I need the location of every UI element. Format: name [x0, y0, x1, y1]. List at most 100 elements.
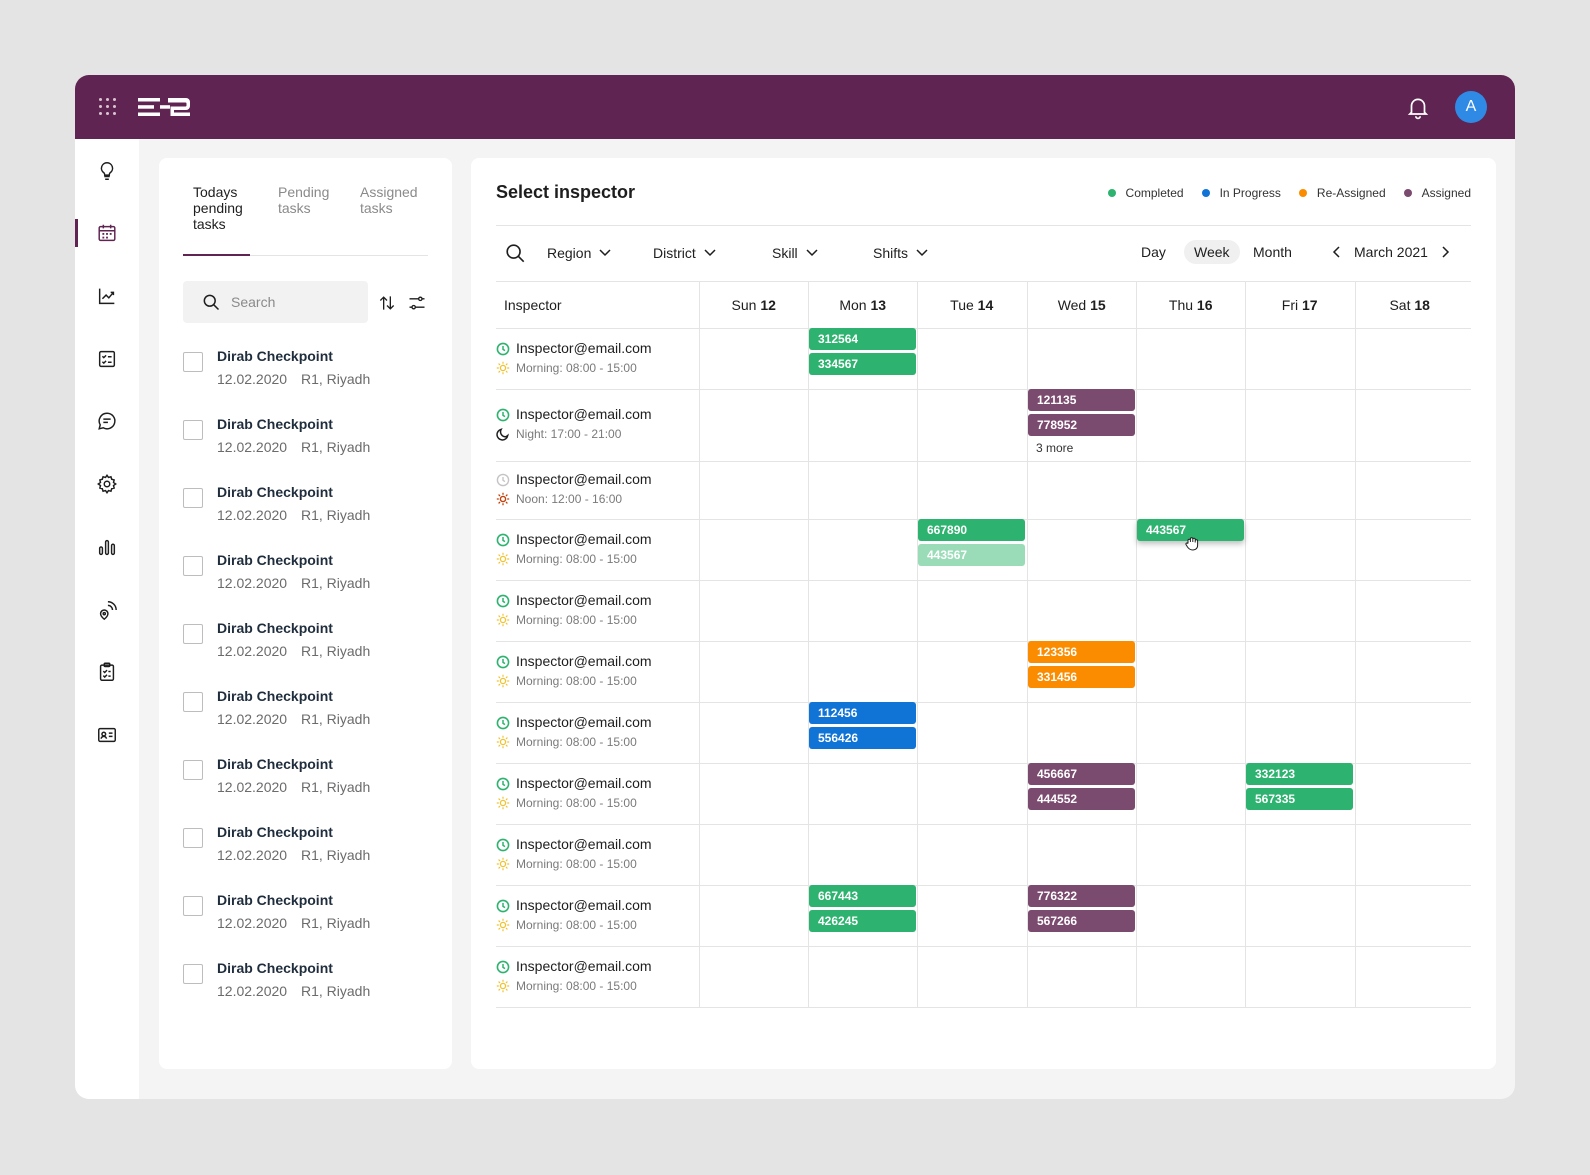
task-chip-progress[interactable]: 556426 — [809, 727, 916, 749]
task-chip-reassigned[interactable]: 123356 — [1028, 641, 1135, 663]
sidebar-item-analytics[interactable] — [75, 276, 139, 316]
task-chip-assigned[interactable]: 776322 — [1028, 885, 1135, 907]
inspector-email[interactable]: Inspector@email.com — [516, 531, 652, 547]
task-list-item[interactable]: Dirab Checkpoint 12.02.2020 R1, Riyadh — [183, 756, 433, 806]
task-checkbox[interactable] — [183, 760, 203, 780]
task-chip-assigned[interactable]: 567266 — [1028, 910, 1135, 932]
search-icon[interactable] — [504, 242, 526, 264]
logo[interactable] — [138, 98, 190, 116]
task-list-item[interactable]: Dirab Checkpoint 12.02.2020 R1, Riyadh — [183, 416, 433, 466]
task-date: 12.02.2020 — [217, 983, 288, 999]
task-chip-assigned[interactable]: 121135 — [1028, 389, 1135, 411]
sidebar-item-tracking[interactable] — [75, 590, 139, 630]
inspector-email[interactable]: Inspector@email.com — [516, 897, 652, 913]
clock-active-icon — [496, 342, 510, 356]
search-icon — [203, 294, 220, 311]
tab-todays-pending-tasks[interactable]: Todays pending tasks — [193, 184, 243, 232]
day-name: Sat — [1389, 297, 1411, 313]
task-date: 12.02.2020 — [217, 507, 288, 523]
task-list-item[interactable]: Dirab Checkpoint 12.02.2020 R1, Riyadh — [183, 552, 433, 602]
inspector-email[interactable]: Inspector@email.com — [516, 958, 652, 974]
task-chip-completed[interactable]: 334567 — [809, 353, 916, 375]
clock-active-icon — [496, 655, 510, 669]
task-chip-progress[interactable]: 112456 — [809, 702, 916, 724]
inspector-row: Inspector@email.com Morning: 08:00 - 15:0… — [496, 702, 1471, 764]
inspector-email[interactable]: Inspector@email.com — [516, 592, 652, 608]
task-chip-completed[interactable]: 332123 — [1246, 763, 1353, 785]
trend-chart-icon — [98, 288, 115, 305]
clock-active-icon — [496, 594, 510, 608]
task-checkbox[interactable] — [183, 828, 203, 848]
day-name: Sun — [731, 297, 757, 313]
task-list-item[interactable]: Dirab Checkpoint 12.02.2020 R1, Riyadh — [183, 824, 433, 874]
inspector-email[interactable]: Inspector@email.com — [516, 653, 652, 669]
task-list-item[interactable]: Dirab Checkpoint 12.02.2020 R1, Riyadh — [183, 348, 433, 398]
task-list-item[interactable]: Dirab Checkpoint 12.02.2020 R1, Riyadh — [183, 688, 433, 738]
sidebar-item-id-cards[interactable] — [75, 715, 139, 755]
task-chip-ghost[interactable]: 443567 — [918, 544, 1025, 566]
task-chip-completed[interactable]: 312564 — [809, 328, 916, 350]
inspector-email[interactable]: Inspector@email.com — [516, 406, 652, 422]
task-list-item[interactable]: Dirab Checkpoint 12.02.2020 R1, Riyadh — [183, 892, 433, 942]
inspector-shift: Morning: 08:00 - 15:00 — [516, 552, 637, 566]
view-month-button[interactable]: Month — [1253, 244, 1292, 260]
task-chip-completed[interactable]: 667890 — [918, 519, 1025, 541]
chevron-left-icon[interactable] — [1330, 245, 1344, 259]
skill-dropdown[interactable]: Skill — [772, 245, 818, 261]
tab-assigned-tasks[interactable]: Assigned tasks — [360, 184, 418, 216]
task-chip-reassigned[interactable]: 331456 — [1028, 666, 1135, 688]
inspector-email[interactable]: Inspector@email.com — [516, 714, 652, 730]
inspector-email[interactable]: Inspector@email.com — [516, 836, 652, 852]
view-week-button[interactable]: Week — [1184, 240, 1240, 264]
task-checkbox[interactable] — [183, 488, 203, 508]
task-chip-completed[interactable]: 567335 — [1246, 788, 1353, 810]
assigned-dot-icon — [1403, 189, 1412, 197]
filter-sliders-icon[interactable] — [407, 293, 427, 313]
tab-pending-tasks[interactable]: Pending tasks — [278, 184, 330, 216]
more-tasks-link[interactable]: 3 more — [1036, 441, 1074, 455]
district-dropdown[interactable]: District — [653, 245, 716, 261]
task-chip-completed[interactable]: 426245 — [809, 910, 916, 932]
task-checkbox[interactable] — [183, 624, 203, 644]
inspector-email[interactable]: Inspector@email.com — [516, 471, 652, 487]
task-checkbox[interactable] — [183, 556, 203, 576]
sidebar-item-calendar[interactable] — [75, 213, 139, 253]
task-checkbox[interactable] — [183, 692, 203, 712]
inspector-email[interactable]: Inspector@email.com — [516, 340, 652, 356]
sidebar-item-checklist[interactable] — [75, 339, 139, 379]
task-chip-assigned[interactable]: 444552 — [1028, 788, 1135, 810]
task-checkbox[interactable] — [183, 352, 203, 372]
sidebar-item-tasks[interactable] — [75, 652, 139, 692]
sort-icon[interactable] — [377, 293, 397, 313]
checklist-icon — [98, 350, 116, 368]
shifts-dropdown[interactable]: Shifts — [873, 245, 928, 261]
inspector-shift: Noon: 12:00 - 16:00 — [516, 492, 623, 506]
chevron-right-icon[interactable] — [1438, 245, 1452, 259]
view-day-button[interactable]: Day — [1141, 244, 1166, 260]
sidebar-item-ideas[interactable] — [75, 151, 139, 191]
task-list-item[interactable]: Dirab Checkpoint 12.02.2020 R1, Riyadh — [183, 620, 433, 670]
avatar[interactable]: A — [1455, 91, 1487, 123]
inspector-email[interactable]: Inspector@email.com — [516, 775, 652, 791]
region-dropdown[interactable]: Region — [547, 245, 611, 261]
task-chip-assigned[interactable]: 456667 — [1028, 763, 1135, 785]
task-checkbox[interactable] — [183, 896, 203, 916]
task-checkbox[interactable] — [183, 420, 203, 440]
task-chip-assigned[interactable]: 778952 — [1028, 414, 1135, 436]
task-chip-completed[interactable]: 667443 — [809, 885, 916, 907]
clock-active-icon — [496, 960, 510, 974]
task-location: R1, Riyadh — [301, 779, 371, 795]
task-chip-completed[interactable]: 443567 — [1137, 519, 1244, 541]
apps-grid-icon[interactable] — [99, 98, 117, 116]
task-list-item[interactable]: Dirab Checkpoint 12.02.2020 R1, Riyadh — [183, 960, 433, 1010]
top-bar: A — [75, 75, 1515, 139]
sidebar-item-reports[interactable] — [75, 527, 139, 567]
task-checkbox[interactable] — [183, 964, 203, 984]
column-header-day: Mon 13 — [808, 282, 917, 329]
sidebar-item-messages[interactable] — [75, 401, 139, 441]
search-input[interactable] — [231, 294, 351, 310]
sidebar-item-settings[interactable] — [75, 464, 139, 504]
task-date: 12.02.2020 — [217, 711, 288, 727]
notification-bell-icon[interactable] — [1405, 94, 1431, 120]
task-list-item[interactable]: Dirab Checkpoint 12.02.2020 R1, Riyadh — [183, 484, 433, 534]
